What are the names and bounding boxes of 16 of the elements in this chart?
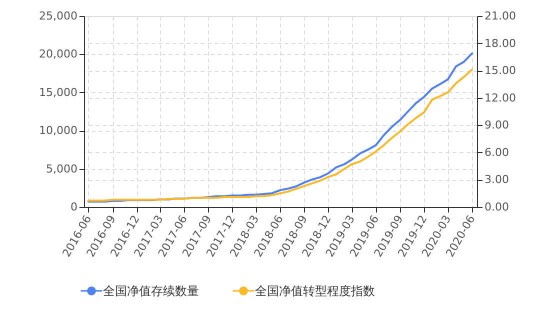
y2-tick-label: 9.00 bbox=[484, 118, 509, 132]
y2-tick-label: 15.00 bbox=[484, 64, 516, 78]
y2-tick-label: 12.00 bbox=[484, 91, 516, 104]
y-tick-label: 15,000 bbox=[39, 86, 78, 99]
legend-label: 全国净值转型程度指数 bbox=[255, 284, 375, 298]
y-tick-label: 20,000 bbox=[39, 48, 78, 61]
y-tick-label: 0 bbox=[70, 200, 78, 214]
y2-tick-label: 0.00 bbox=[484, 200, 509, 214]
legend-label: 全国净值存续数量 bbox=[103, 284, 199, 298]
y-tick-label: 25,000 bbox=[39, 10, 78, 22]
y2-tick-label: 3.00 bbox=[484, 173, 509, 186]
y2-tick-label: 6.00 bbox=[484, 146, 509, 159]
y-tick-label: 10,000 bbox=[39, 124, 78, 138]
y2-tick-label: 18.00 bbox=[484, 36, 516, 50]
y-tick-label: 5,000 bbox=[46, 162, 78, 176]
y2-tick-label: 21.00 bbox=[484, 10, 516, 22]
